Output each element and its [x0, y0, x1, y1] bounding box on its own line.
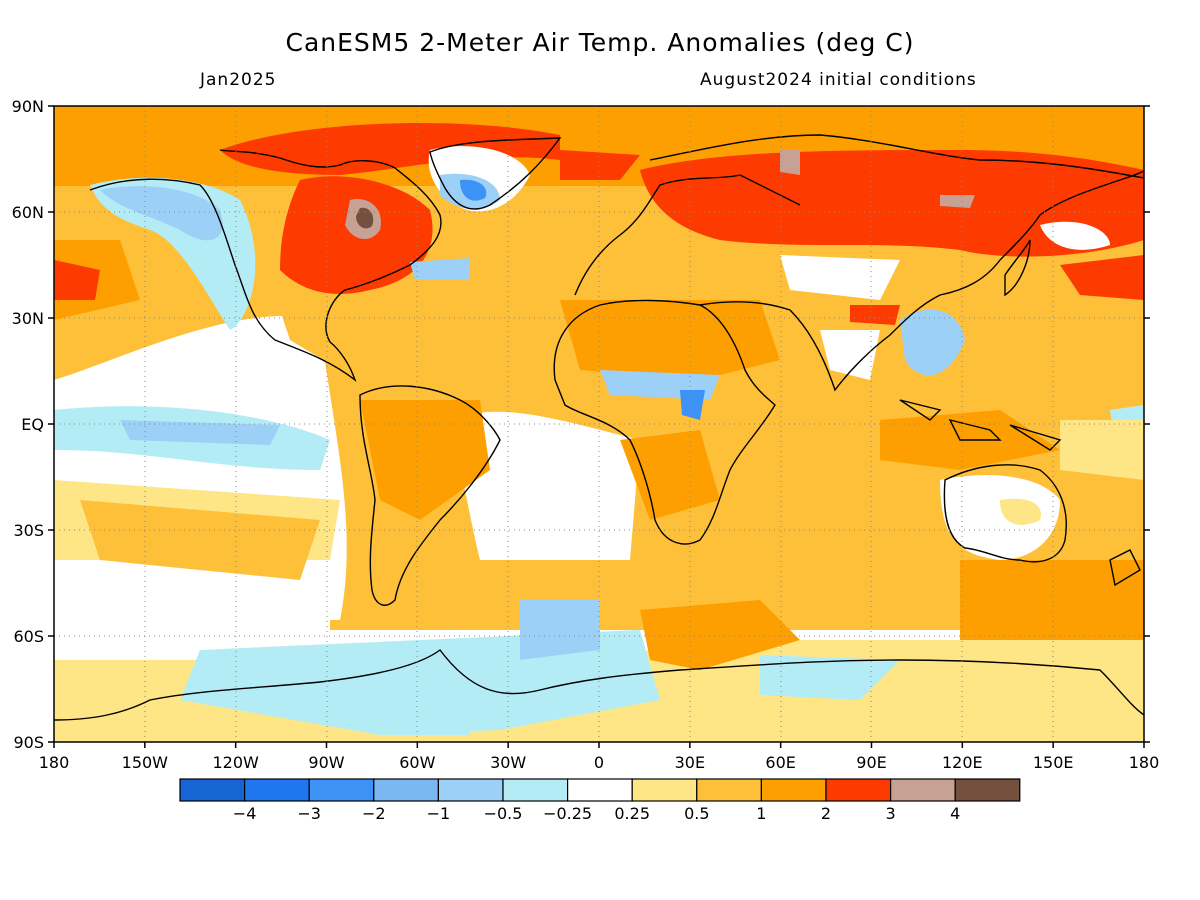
legend-label: −0.25 [543, 804, 592, 823]
legend-swatch [437, 778, 504, 802]
lon-label: 30E [675, 753, 705, 772]
lon-label: 150W [122, 753, 169, 772]
lon-label: 0 [594, 753, 604, 772]
graticule [54, 106, 1144, 742]
valid-month-label: Jan2025 [200, 70, 277, 90]
lon-label: 120W [212, 753, 259, 772]
legend-label: −0.5 [484, 804, 523, 823]
legend-label: −2 [362, 804, 386, 823]
legend-swatch [502, 778, 569, 802]
lat-label: 30N [12, 309, 44, 328]
lon-label: 150E [1033, 753, 1074, 772]
legend-label: 0.5 [684, 804, 709, 823]
lon-label: 60W [399, 753, 435, 772]
lon-label: 90W [308, 753, 344, 772]
lon-label: 180 [1129, 753, 1160, 772]
color-legend: −4 −3 −2 −1 −0.5 −0.25 0.25 0.5 1 2 3 4 [179, 778, 1021, 823]
legend-label: 3 [886, 804, 896, 823]
legend-swatch [889, 778, 956, 802]
lat-label: 60S [13, 627, 44, 646]
map-title: CanESM5 2-Meter Air Temp. Anomalies (deg… [285, 28, 915, 57]
legend-label: −3 [297, 804, 321, 823]
legend-swatch [373, 778, 439, 802]
legend-swatch [696, 778, 762, 802]
lat-label: 60N [12, 203, 44, 222]
lat-label: 90S [13, 733, 44, 752]
legend-label: 4 [950, 804, 960, 823]
legend-swatch [631, 778, 698, 802]
init-conditions-label: August2024 initial conditions [700, 70, 977, 90]
legend-label: 2 [821, 804, 831, 823]
lon-label: 60E [765, 753, 795, 772]
lat-label: EQ [21, 415, 44, 434]
lon-label: 180 [39, 753, 70, 772]
legend-swatch [954, 778, 1021, 802]
latitude-axis: 90N 60N 30N EQ 30S 60S 90S [12, 97, 1150, 752]
lon-label: 30W [490, 753, 526, 772]
lon-label: 90E [856, 753, 886, 772]
legend-label: 0.25 [614, 804, 650, 823]
legend-swatch [244, 778, 310, 802]
lon-label: 120E [942, 753, 983, 772]
legend-swatch [566, 778, 633, 802]
coastlines [54, 134, 1144, 721]
legend-swatch [308, 778, 375, 802]
legend-label: −1 [427, 804, 451, 823]
legend-swatch [179, 778, 246, 802]
lat-label: 30S [13, 521, 44, 540]
legend-label: 1 [756, 804, 766, 823]
legend-swatch [825, 778, 892, 802]
longitude-axis: 180 150W 120W 90W 60W 30W 0 30E 60E 90E 120E 150E 18… [39, 742, 1160, 772]
legend-label: −4 [233, 804, 257, 823]
legend-swatch [760, 778, 827, 802]
lat-label: 90N [12, 97, 44, 116]
